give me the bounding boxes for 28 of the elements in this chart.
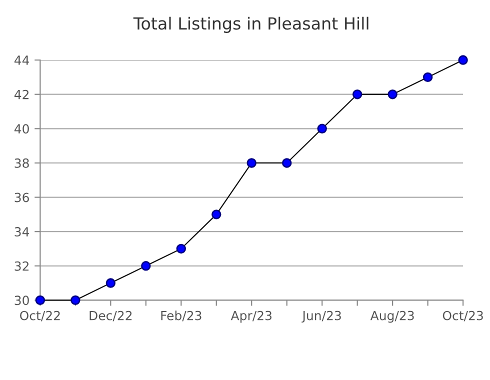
point bbox=[212, 210, 222, 220]
point bbox=[317, 124, 327, 134]
point bbox=[246, 158, 256, 168]
x-tick-label: Jun/23 bbox=[302, 310, 341, 323]
x-tick-label: Oct/23 bbox=[442, 310, 483, 322]
y-tick-label: 30 bbox=[14, 296, 29, 306]
point bbox=[352, 89, 362, 100]
chart-title: Total Listings in Pleasant Hill bbox=[133, 16, 368, 33]
x-tick-label: Apr/23 bbox=[230, 310, 272, 323]
point bbox=[388, 89, 398, 100]
x-tick-label: Oct/22 bbox=[20, 310, 60, 322]
y-tick-label: 42 bbox=[14, 90, 29, 100]
y-tick-label: 36 bbox=[14, 192, 29, 202]
x-tick-label: Dec/22 bbox=[90, 310, 132, 322]
y-tick-label: 44 bbox=[14, 56, 30, 65]
point bbox=[106, 278, 116, 288]
point bbox=[70, 295, 80, 306]
point bbox=[422, 72, 433, 82]
point bbox=[141, 261, 151, 271]
y-tick-label: 40 bbox=[14, 124, 29, 134]
y-tick-label: 38 bbox=[14, 158, 29, 168]
x-tick-label: Feb/23 bbox=[161, 310, 202, 322]
point bbox=[458, 55, 468, 65]
point bbox=[282, 158, 292, 168]
x-tick-label: Aug/23 bbox=[370, 310, 414, 323]
y-tick-label: 32 bbox=[14, 261, 29, 271]
y-tick-label: 34 bbox=[14, 227, 30, 237]
point bbox=[176, 244, 186, 254]
